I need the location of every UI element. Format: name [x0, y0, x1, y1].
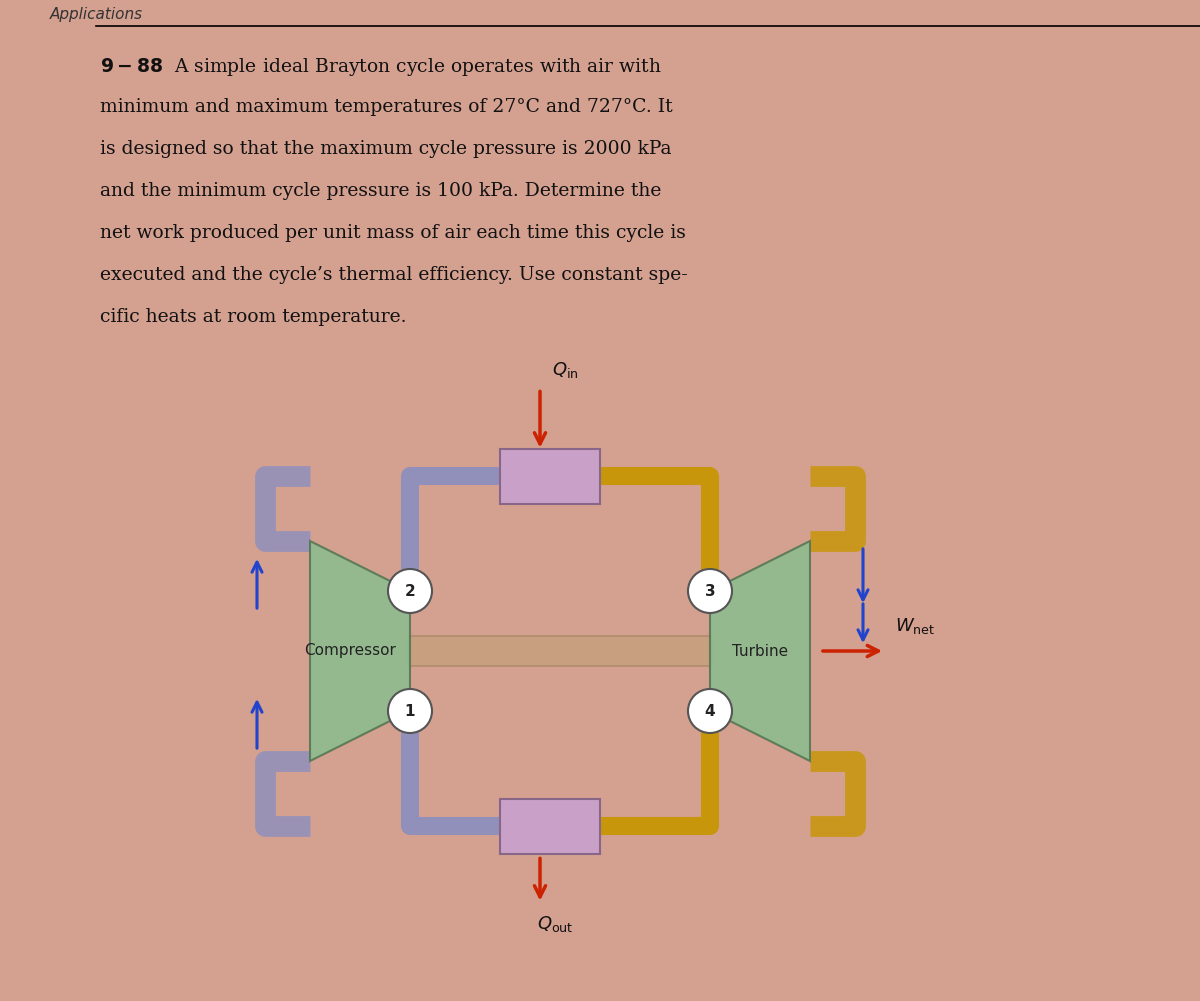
- Text: 2: 2: [404, 584, 415, 599]
- Circle shape: [388, 689, 432, 733]
- Text: 4: 4: [704, 704, 715, 719]
- Text: executed and the cycle’s thermal efficiency. Use constant spe-: executed and the cycle’s thermal efficie…: [100, 266, 688, 284]
- Text: 1: 1: [404, 704, 415, 719]
- Text: cific heats at room temperature.: cific heats at room temperature.: [100, 308, 407, 326]
- Text: Turbine: Turbine: [732, 644, 788, 659]
- FancyBboxPatch shape: [500, 799, 600, 854]
- Text: minimum and maximum temperatures of 27°C and 727°C. It: minimum and maximum temperatures of 27°C…: [100, 98, 673, 116]
- Text: Compressor: Compressor: [304, 644, 396, 659]
- Text: net work produced per unit mass of air each time this cycle is: net work produced per unit mass of air e…: [100, 224, 686, 242]
- Text: is designed so that the maximum cycle pressure is 2000 kPa: is designed so that the maximum cycle pr…: [100, 140, 672, 158]
- Text: and the minimum cycle pressure is 100 kPa. Determine the: and the minimum cycle pressure is 100 kP…: [100, 182, 661, 200]
- Text: 3: 3: [704, 584, 715, 599]
- Text: $Q_{\mathrm{in}}$: $Q_{\mathrm{in}}$: [552, 360, 578, 380]
- Circle shape: [688, 569, 732, 613]
- Text: $Q_{\mathrm{out}}$: $Q_{\mathrm{out}}$: [536, 914, 574, 934]
- Text: Applications: Applications: [50, 7, 143, 22]
- Text: $W_{\mathrm{net}}$: $W_{\mathrm{net}}$: [895, 616, 935, 636]
- Text: $\mathbf{9-88}$  A simple ideal Brayton cycle operates with air with: $\mathbf{9-88}$ A simple ideal Brayton c…: [100, 56, 662, 78]
- Polygon shape: [710, 541, 810, 761]
- Polygon shape: [310, 541, 410, 761]
- FancyBboxPatch shape: [408, 636, 712, 666]
- Circle shape: [388, 569, 432, 613]
- FancyBboxPatch shape: [500, 448, 600, 504]
- Circle shape: [688, 689, 732, 733]
